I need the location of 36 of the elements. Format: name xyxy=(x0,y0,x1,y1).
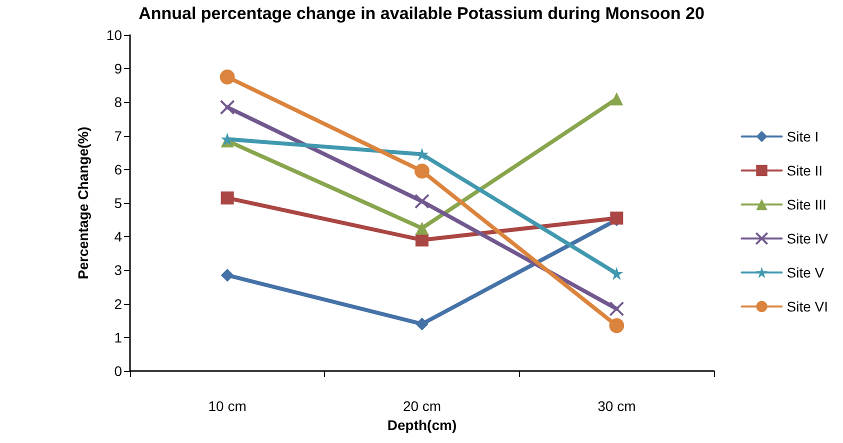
point xyxy=(220,191,234,204)
legend-label: Site V xyxy=(786,264,825,280)
legend-label: Site III xyxy=(786,196,826,212)
y-tick-label: 8 xyxy=(114,94,122,110)
y-tick-label: 6 xyxy=(114,161,122,178)
x-tick-label: 10 cm xyxy=(208,398,246,414)
y-axis-title: Percentage Change(%) xyxy=(75,126,91,280)
x-axis-title: Depth(cm) xyxy=(387,416,457,433)
y-tick-label: 4 xyxy=(114,228,122,245)
legend-label: Site IV xyxy=(786,230,829,246)
y-tick-label: 10 xyxy=(106,27,122,43)
y-tick-label: 2 xyxy=(114,296,122,312)
y-tick-label: 3 xyxy=(114,262,122,278)
legend-label: Site II xyxy=(786,162,823,178)
legend-label: Site VI xyxy=(786,298,828,314)
y-tick-label: 7 xyxy=(114,128,122,144)
point xyxy=(416,222,428,235)
point xyxy=(414,164,430,179)
chart-title: Annual percentage change in available Potassium during Monsoon 20 xyxy=(138,4,704,23)
point xyxy=(220,268,234,282)
point xyxy=(414,194,430,209)
point xyxy=(610,267,624,280)
x-tick-label: 20 cm xyxy=(402,398,442,414)
point xyxy=(416,317,428,330)
point xyxy=(220,100,235,115)
y-tick-label: 0 xyxy=(114,363,122,379)
point xyxy=(609,301,624,316)
point xyxy=(610,92,624,106)
y-tick-label: 5 xyxy=(114,195,122,211)
y-tick-label: 1 xyxy=(114,329,122,346)
point xyxy=(609,318,624,334)
legend-label: Site I xyxy=(786,128,819,144)
point xyxy=(220,70,235,84)
point xyxy=(416,233,428,246)
y-tick-label: 9 xyxy=(114,60,122,77)
x-tick-label: 30 cm xyxy=(598,398,636,414)
